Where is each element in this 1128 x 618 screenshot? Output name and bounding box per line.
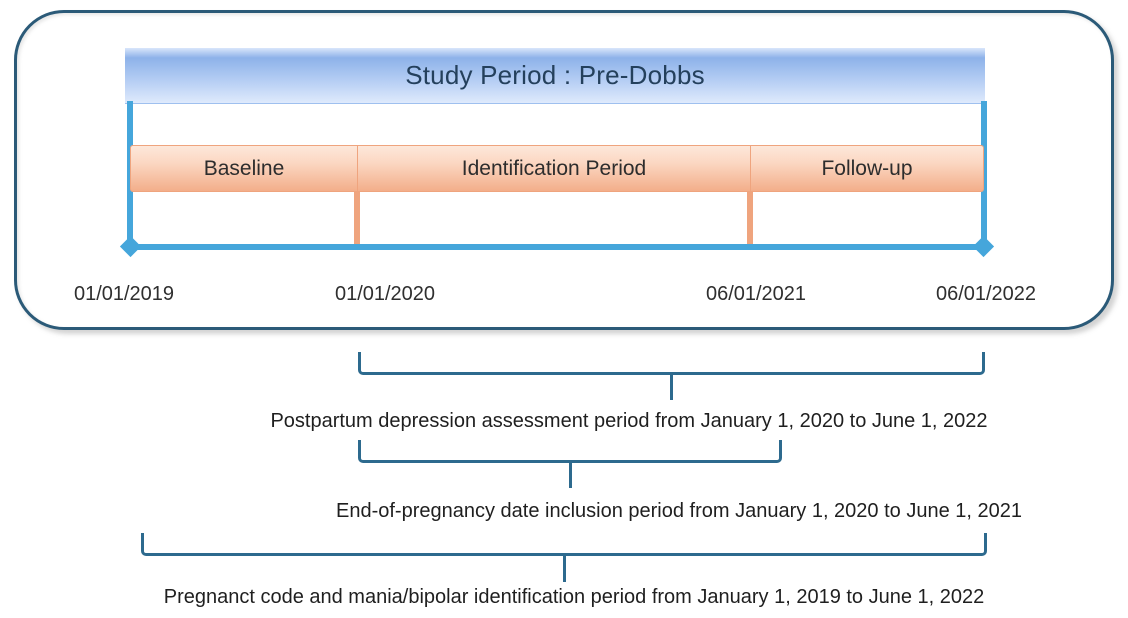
bracket-postpartum-assessment xyxy=(358,352,985,375)
bracket-pregnancy-mania-identification-stem xyxy=(563,555,566,582)
phase-boundary-tick-2 xyxy=(747,192,753,246)
annotation-pregnancy-mania-identification: Pregnanct code and mania/bipolar identif… xyxy=(163,586,985,608)
date-label-start: 01/01/2019 xyxy=(73,283,175,305)
phase-identification-label: Identification Period xyxy=(461,156,647,180)
annotation-end-of-pregnancy-inclusion: End-of-pregnancy date inclusion period f… xyxy=(336,500,1022,522)
date-label-identification-end: 06/01/2021 xyxy=(705,283,807,305)
timeline-right-connector xyxy=(981,101,987,250)
date-label-end: 06/01/2022 xyxy=(935,283,1037,305)
bracket-postpartum-assessment-stem xyxy=(670,374,673,400)
phase-follow-up: Follow-up xyxy=(751,145,984,192)
bracket-pregnancy-mania-identification xyxy=(141,533,987,556)
phase-baseline: Baseline xyxy=(130,145,358,192)
study-period-title: Study Period : Pre-Dobbs xyxy=(405,60,705,90)
phase-bar: Baseline Identification Period Follow-up xyxy=(130,145,984,192)
study-period-title-bar: Study Period : Pre-Dobbs xyxy=(125,48,985,104)
bracket-end-of-pregnancy-inclusion-stem xyxy=(569,462,572,488)
phase-follow-up-label: Follow-up xyxy=(821,156,913,180)
timeline-axis xyxy=(130,244,984,250)
phase-boundary-tick-1 xyxy=(354,192,360,246)
bracket-end-of-pregnancy-inclusion xyxy=(358,440,782,463)
phase-identification-period: Identification Period xyxy=(358,145,751,192)
phase-baseline-label: Baseline xyxy=(203,156,285,180)
annotation-postpartum-assessment: Postpartum depression assessment period … xyxy=(270,410,988,432)
date-label-baseline-end: 01/01/2020 xyxy=(334,283,436,305)
